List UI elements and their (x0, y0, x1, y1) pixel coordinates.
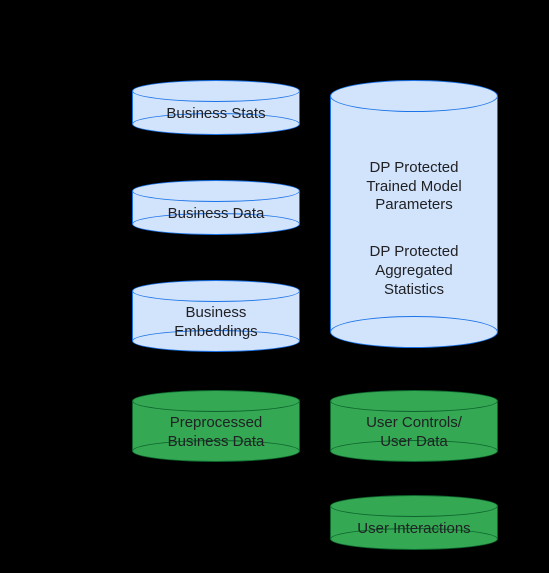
node-label-top: DP Protected Trained Model Parameters (366, 159, 461, 215)
node-label: User Controls/ User Data (366, 414, 462, 452)
node-label: Preprocessed Business Data (168, 414, 265, 452)
node-user-interactions: User Interactions (330, 495, 498, 550)
node-dp-protected: DP Protected Trained Model Parameters DP… (330, 80, 498, 348)
diagram-canvas: { "diagram": { "type": "flowchart", "bac… (0, 0, 549, 573)
node-label-bottom: DP Protected Aggregated Statistics (370, 243, 459, 299)
node-label: Business Data (168, 205, 265, 224)
node-preprocessed-business-data: Preprocessed Business Data (132, 390, 300, 462)
node-label: Business Stats (166, 105, 265, 124)
node-label: User Interactions (357, 520, 470, 539)
node-business-stats: Business Stats (132, 80, 300, 135)
node-business-embeddings: Business Embeddings (132, 280, 300, 352)
node-label: Business Embeddings (174, 304, 257, 342)
node-user-controls: User Controls/ User Data (330, 390, 498, 462)
node-business-data: Business Data (132, 180, 300, 235)
